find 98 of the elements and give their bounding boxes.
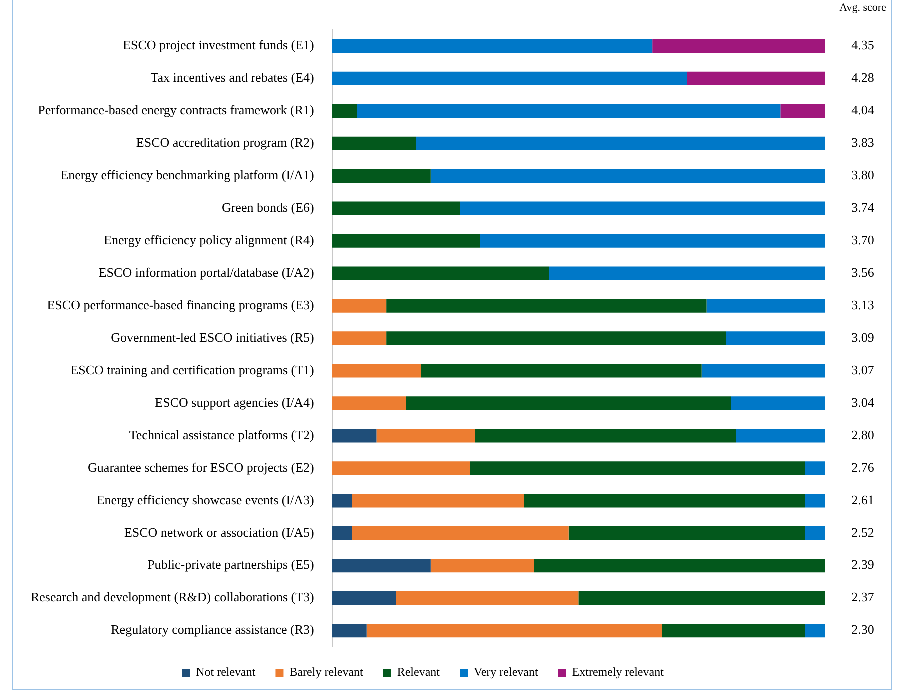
bar [352, 526, 569, 540]
bar [332, 624, 367, 638]
y-tick-label: Energy efficiency policy alignment (R4) [104, 232, 314, 248]
y-tick-label: Regulatory compliance assistance (R3) [111, 622, 314, 638]
bar [332, 526, 352, 540]
y-tick-label: Government-led ESCO initiatives (R5) [111, 330, 314, 345]
y-tick-label: ESCO project investment funds (E1) [123, 38, 314, 53]
bar [475, 429, 736, 443]
bar [332, 202, 460, 216]
y-tick-label: ESCO performance-based financing programs (E3) [47, 297, 314, 312]
y-tick-label: ESCO accreditation program (R2) [136, 135, 314, 150]
bar [406, 396, 732, 410]
bar [376, 429, 476, 443]
text: 3.09 [852, 330, 874, 345]
bar [396, 591, 579, 606]
bar [687, 72, 825, 86]
bar [652, 39, 825, 54]
bar [332, 462, 470, 476]
bar [416, 136, 825, 150]
text: 2.37 [852, 590, 875, 605]
bar [702, 364, 825, 378]
bar [480, 234, 825, 248]
bar [549, 266, 825, 280]
bar [731, 396, 825, 410]
y-tick-label: Energy efficiency showcase events (I/A3) [96, 492, 314, 508]
legend-label: Very relevant [474, 665, 539, 680]
bar [430, 558, 534, 573]
legend-label: Barely relevant [290, 665, 364, 680]
text: 2.76 [852, 460, 875, 475]
bar [706, 299, 825, 313]
text: 3.56 [852, 264, 875, 280]
text: 4.35 [852, 38, 874, 53]
y-tick-label: ESCO support agencies (I/A4) [155, 394, 314, 410]
bar [332, 429, 377, 443]
bar [726, 332, 825, 346]
bar [332, 39, 653, 54]
bar [805, 624, 825, 638]
bar [460, 202, 825, 216]
bar [662, 624, 806, 638]
bar [780, 104, 825, 118]
text: 2.52 [852, 524, 874, 540]
y-tick-label: Research and development (R&D) collaborations (T3) [30, 590, 314, 605]
bar [332, 234, 480, 248]
text: Avg. score [840, 2, 887, 14]
y-tick-label: Green bonds (E6) [222, 200, 314, 216]
text: 3.83 [852, 135, 874, 150]
bar [332, 332, 387, 346]
bar [332, 364, 422, 378]
bar [332, 104, 358, 118]
bar [386, 332, 726, 346]
y-tick-label: Guarantee schemes for ESCO projects (E2) [88, 460, 314, 475]
y-tick-label: Performance-based energy contracts framework (R1) [38, 102, 314, 118]
y-tick-label: Energy efficiency benchmarking platform (I/A1) [60, 168, 314, 183]
text: 2.61 [852, 492, 874, 508]
text: 3.07 [852, 362, 875, 378]
text: 3.04 [852, 394, 875, 410]
bar [332, 72, 688, 86]
bar [805, 494, 825, 508]
legend-label: Not relevant [196, 665, 256, 680]
bar [357, 104, 781, 118]
bar [736, 429, 825, 443]
legend-label: Relevant [397, 665, 441, 680]
y-tick-label: Technical assistance platforms (T2) [129, 427, 314, 442]
text: 2.80 [852, 427, 874, 442]
y-tick-label: Tax incentives and rebates (E4) [150, 70, 314, 86]
bar [332, 396, 406, 410]
y-tick-label: Public-private partnerships (E5) [148, 557, 314, 572]
legend-label: Extremely relevant [572, 665, 665, 680]
bar [568, 526, 806, 540]
bar [332, 169, 431, 183]
bar [470, 462, 806, 476]
text: 3.74 [852, 200, 875, 216]
bar [524, 494, 806, 508]
y-tick-label: ESCO network or association (I/A5) [124, 524, 314, 540]
text: 4.04 [852, 102, 875, 118]
bar [421, 364, 702, 378]
bar [332, 136, 416, 150]
bar [332, 591, 396, 606]
bar [805, 526, 825, 540]
bar [386, 299, 707, 313]
text: 3.13 [852, 297, 874, 312]
bar [332, 266, 550, 280]
y-tick-label: ESCO information portal/database (I/A2) [98, 264, 314, 280]
text: 2.30 [852, 622, 874, 638]
bar [430, 169, 825, 183]
bar [332, 494, 352, 508]
text: 4.28 [852, 70, 874, 86]
bar [366, 624, 662, 638]
bar [332, 558, 431, 573]
text: 2.39 [852, 557, 874, 572]
bar [332, 299, 387, 313]
bar [805, 462, 825, 476]
text: 3.80 [852, 168, 874, 183]
bar [578, 591, 825, 606]
bar [534, 558, 825, 573]
text: 3.70 [852, 232, 874, 248]
y-tick-label: ESCO training and certification programs (T1) [70, 362, 314, 378]
bar [352, 494, 524, 508]
